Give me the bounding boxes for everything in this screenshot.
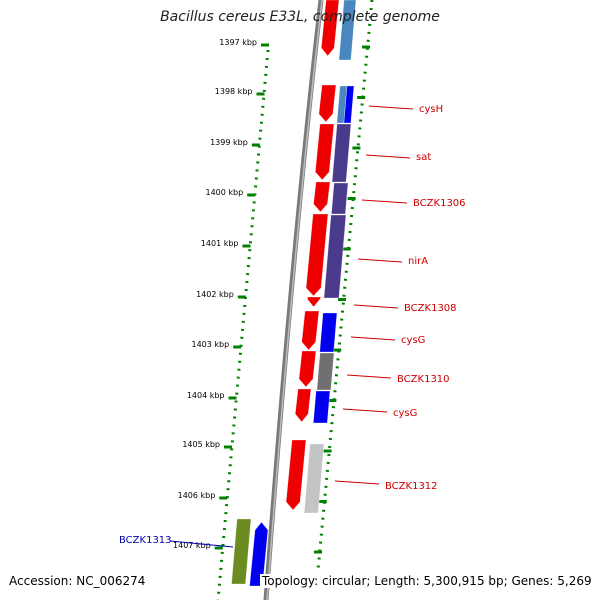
- gene-reverse-bczk1313[interactable]: [249, 521, 269, 587]
- gene-reverse-cysg-1[interactable]: [319, 312, 338, 353]
- kbp-tick-label: 1405 kbp: [182, 440, 220, 449]
- gene-label[interactable]: cysG: [393, 408, 417, 419]
- gene-reverse-bczk1306[interactable]: [331, 182, 349, 215]
- gene-forward-sat[interactable]: [314, 123, 335, 181]
- gene-label-leader: [334, 480, 380, 485]
- gene-reverse-bczk1310[interactable]: [316, 352, 335, 391]
- gene-reverse-bczk1312[interactable]: [303, 443, 325, 514]
- gene-label-leader: [346, 374, 392, 379]
- gene-label[interactable]: cysH: [419, 104, 443, 115]
- kbp-tick-label: 1397 kbp: [219, 38, 257, 47]
- outer-gene-label-leader: [169, 540, 234, 548]
- gene-forward-nira[interactable]: [305, 213, 329, 297]
- gene-reverse-1[interactable]: [338, 0, 357, 61]
- genome-axis-highlight: [266, 0, 323, 601]
- gene-reverse-sat[interactable]: [331, 123, 352, 183]
- accession-text: Accession: NC_006274: [9, 574, 146, 588]
- kbp-tick-label: 1400 kbp: [205, 188, 243, 197]
- outer-gene-label[interactable]: BCZK1313: [119, 535, 172, 546]
- gene-label[interactable]: cysG: [401, 335, 425, 346]
- gene-forward-bczk1312[interactable]: [285, 439, 307, 511]
- kbp-tick-label: 1399 kbp: [210, 138, 248, 147]
- genome-title: Bacillus cereus E33L, complete genome: [160, 9, 440, 25]
- gene-label-leader: [357, 258, 403, 263]
- gene-reverse-cysg-2[interactable]: [312, 390, 331, 424]
- gene-label[interactable]: sat: [416, 152, 431, 163]
- gene-forward-cysH[interactable]: [318, 84, 337, 123]
- kbp-tick-label: 1407 kbp: [173, 541, 211, 550]
- kbp-tick-label: 1401 kbp: [201, 239, 239, 248]
- gene-label-leader: [361, 199, 408, 204]
- gene-forward-cysg-2[interactable]: [294, 388, 312, 423]
- topology-text: Topology: circular; Length: 5,300,915 bp…: [260, 574, 592, 588]
- gene-label[interactable]: BCZK1306: [413, 198, 466, 209]
- gene-label-leader: [350, 336, 396, 341]
- genome-axis: [263, 0, 324, 601]
- gene-label[interactable]: BCZK1308: [404, 303, 457, 314]
- gene-label-leader: [368, 105, 414, 110]
- gene-reverse-nira[interactable]: [323, 214, 347, 299]
- gene-label-leader: [342, 408, 388, 413]
- gene-label-leader: [353, 304, 399, 309]
- kbp-tick-label: 1398 kbp: [215, 87, 253, 96]
- gene-reverse-cysH-b[interactable]: [343, 85, 355, 124]
- gene-forward-bczk1306[interactable]: [313, 181, 331, 213]
- gene-forward-1[interactable]: [320, 0, 340, 57]
- kbp-tick-label: 1402 kbp: [196, 290, 234, 299]
- gene-label[interactable]: BCZK1310: [397, 374, 450, 385]
- gene-olive-bczk1313[interactable]: [231, 518, 252, 585]
- kbp-tick-label: 1404 kbp: [187, 391, 225, 400]
- kbp-tick-label: 1406 kbp: [178, 491, 216, 500]
- gene-forward-bczk1310[interactable]: [298, 350, 317, 388]
- kbp-tick-label: 1403 kbp: [192, 340, 230, 349]
- gene-label[interactable]: nirA: [408, 256, 428, 267]
- gene-forward-bczk1308[interactable]: [306, 296, 322, 308]
- left-dotted-rail: [216, 49, 270, 601]
- gene-label-leader: [365, 154, 411, 159]
- gene-label[interactable]: BCZK1312: [385, 481, 438, 492]
- gene-forward-cysg-1[interactable]: [301, 310, 320, 351]
